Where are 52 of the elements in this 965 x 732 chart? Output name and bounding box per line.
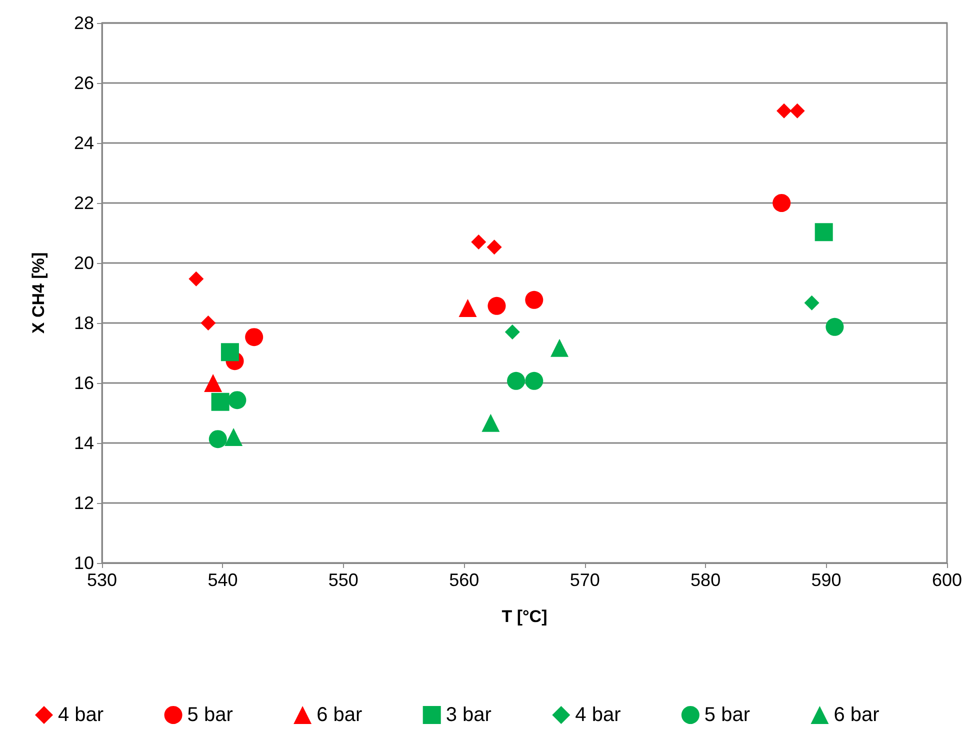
y-tick-label: 22 <box>74 193 94 213</box>
point <box>220 343 239 362</box>
x-tick-label: 570 <box>570 570 600 590</box>
x-axis-title: T [°C] <box>502 607 548 626</box>
y-tick-label: 14 <box>74 433 94 453</box>
y-tick-label: 24 <box>74 133 94 153</box>
y-tick-label: 16 <box>74 373 94 393</box>
point <box>471 234 486 250</box>
x-tick-label: 560 <box>449 570 480 590</box>
legend-label: 4 bar <box>575 704 622 726</box>
point <box>507 372 526 390</box>
x-tick-label: 540 <box>208 570 238 590</box>
point <box>488 296 506 315</box>
point <box>826 318 844 336</box>
point <box>208 430 227 448</box>
y-axis-title: X CH4 [%] <box>29 252 48 334</box>
point <box>188 271 204 286</box>
point <box>204 374 222 392</box>
y-tick-label: 10 <box>74 553 94 573</box>
legend-label: 4 bar <box>58 704 104 726</box>
point <box>804 295 820 310</box>
point <box>458 299 477 317</box>
point <box>211 392 230 411</box>
x-tick-label: 580 <box>690 570 721 590</box>
point <box>525 372 544 390</box>
point <box>776 103 792 118</box>
point <box>504 324 520 340</box>
y-tick-label: 26 <box>74 73 94 93</box>
point <box>525 290 544 309</box>
x-tick-label: 550 <box>328 570 358 590</box>
point <box>790 103 805 118</box>
legend-label: 5 bar <box>704 704 750 726</box>
legend-label: 6 bar <box>316 704 362 726</box>
y-tick-label: 20 <box>74 253 94 273</box>
point <box>486 240 502 255</box>
point <box>482 414 500 432</box>
legend-label: 5 bar <box>187 704 234 726</box>
x-tick-label: 530 <box>86 570 118 590</box>
point <box>228 391 246 410</box>
point <box>200 316 216 330</box>
x-tick-label: 600 <box>932 570 962 590</box>
legend-label: 6 bar <box>834 704 880 726</box>
point <box>550 338 568 357</box>
point <box>772 194 791 212</box>
x-tick-label: 590 <box>811 570 842 590</box>
y-tick-label: 28 <box>74 13 94 33</box>
point <box>245 328 264 346</box>
point <box>814 223 833 242</box>
legend-label: 3 bar <box>446 704 492 726</box>
y-tick-label: 12 <box>74 493 94 513</box>
y-tick-label: 18 <box>74 313 94 333</box>
point <box>224 428 243 446</box>
